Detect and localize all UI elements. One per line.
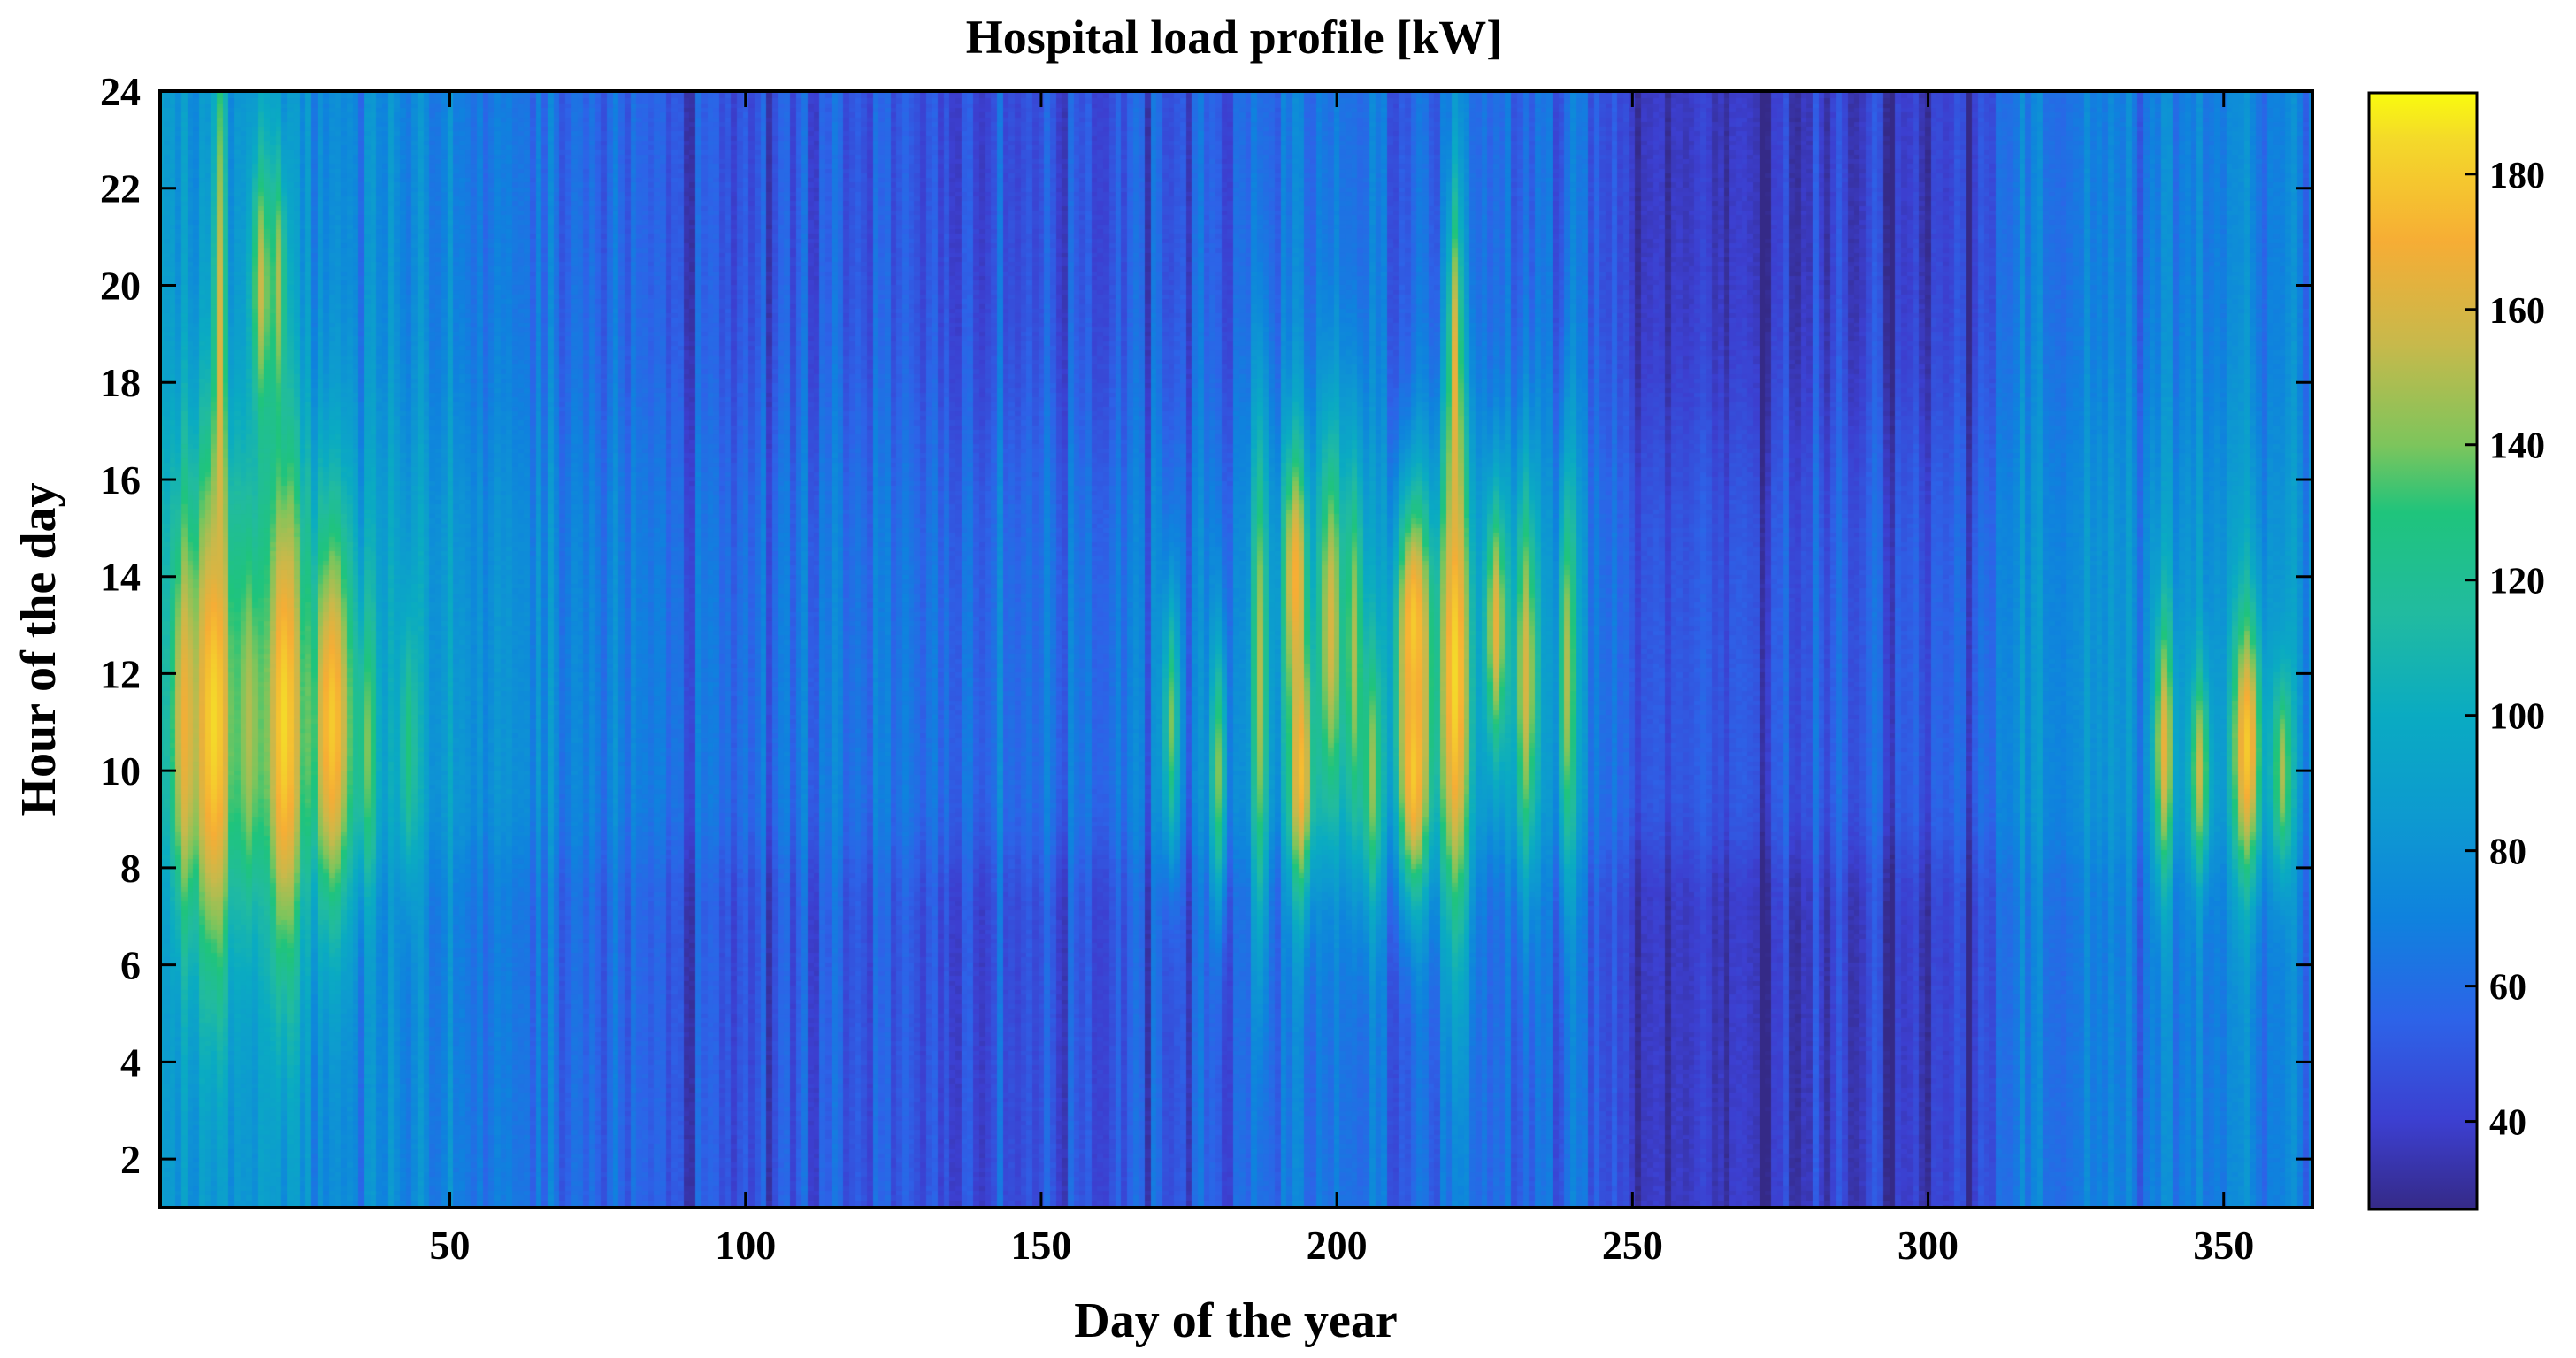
x-axis: 50 100 150 200 250 300 350: [430, 91, 2254, 1268]
colorbar-ticks: 40 60 80 100 120 140 160 180: [2465, 156, 2545, 1144]
y-tick-label: 8: [120, 846, 141, 891]
x-axis-label: Day of the year: [1074, 1293, 1397, 1348]
colorbar-tick-label: 120: [2489, 562, 2545, 602]
x-tick-label: 250: [1602, 1223, 1663, 1268]
x-tick-label: 100: [715, 1223, 776, 1268]
colorbar-tick-label: 160: [2489, 291, 2545, 332]
heatmap-area: [158, 89, 2314, 1209]
y-tick-label: 20: [100, 263, 141, 308]
y-tick-label: 4: [120, 1040, 141, 1085]
heatmap-canvas: [160, 91, 2312, 1208]
colorbar-fill: [2369, 93, 2477, 1209]
heatmap-canvas-holder: [160, 91, 2312, 1208]
colorbar-tick-label: 140: [2489, 426, 2545, 467]
x-tick-label: 350: [2193, 1223, 2254, 1268]
x-tick-label: 50: [430, 1223, 471, 1268]
colorbar-tick-label: 180: [2489, 156, 2545, 196]
colorbar-tick-label: 60: [2489, 968, 2526, 1009]
chart-title: Hospital load profile [kW]: [966, 11, 1503, 64]
y-tick-label: 24: [100, 69, 141, 114]
colorbar-tick-label: 40: [2489, 1103, 2526, 1144]
y-tick-label: 22: [100, 166, 141, 211]
y-tick-label: 6: [120, 943, 141, 988]
colorbar: 40 60 80 100 120 140 160 180: [2367, 91, 2545, 1211]
y-tick-label: 14: [100, 555, 141, 600]
y-axis-label: Hour of the day: [12, 483, 66, 817]
x-tick-label: 300: [1898, 1223, 1959, 1268]
y-tick-label: 18: [100, 360, 141, 405]
y-tick-label: 12: [100, 651, 141, 696]
x-tick-label: 200: [1307, 1223, 1368, 1268]
y-tick-label: 10: [100, 748, 141, 794]
plot-frame: [158, 89, 2314, 1209]
colorbar-tick-label: 80: [2489, 832, 2526, 873]
colorbar-tick-label: 100: [2489, 697, 2545, 738]
colorbar-frame: [2367, 91, 2479, 1211]
y-tick-label: 2: [120, 1137, 141, 1182]
x-tick-label: 150: [1010, 1223, 1071, 1268]
y-tick-label: 16: [100, 457, 141, 503]
